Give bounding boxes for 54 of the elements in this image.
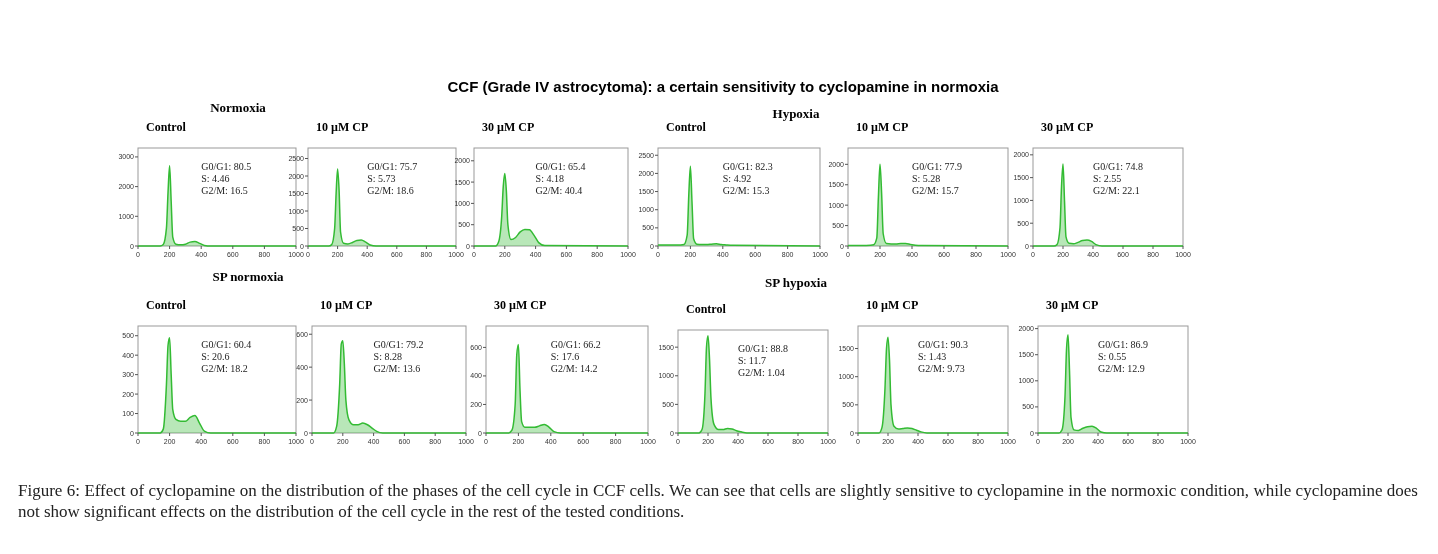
annotation: S: 0.55 [1098, 351, 1127, 362]
chart-title: 10 µM CP [320, 298, 373, 312]
annotation: G2/M: 16.5 [201, 185, 248, 196]
text: Hypoxia [772, 106, 820, 121]
annotation: S: 4.18 [535, 173, 564, 184]
annotation: G2/M: 1.04 [738, 367, 785, 378]
chart-title: Control [146, 120, 187, 134]
chart-title: 30 µM CP [1041, 120, 1094, 134]
annotation: G2/M: 15.3 [722, 185, 770, 196]
text: SP normoxia [212, 269, 285, 284]
annotation: G0/G1: 90.3 [918, 339, 968, 350]
annotation: G2/M: 18.2 [201, 363, 248, 374]
annotation: S: 5.28 [912, 173, 941, 184]
annotation: G2/M: 40.4 [535, 185, 583, 196]
chart-title: 30 µM CP [494, 298, 547, 312]
annotation: G2/M: 22.1 [1093, 185, 1140, 196]
chart-title: 10 µM CP [856, 120, 909, 134]
text: SP hypoxia [765, 275, 828, 290]
annotation: G0/G1: 82.3 [722, 161, 773, 172]
text: Normoxia [210, 100, 267, 115]
annotation: G2/M: 9.73 [918, 363, 965, 374]
annotation: S: 17.6 [550, 351, 580, 362]
chart-title: 10 µM CP [866, 298, 919, 312]
annotation: S: 20.6 [201, 351, 230, 362]
annotation: S: 2.55 [1093, 173, 1122, 184]
caption: Figure 6: Effect of cyclopamine on the distribution of the phases of the cell cycle in CCF cells. We can see that cells are slightly sensitive to cyclopamine in the normoxic condition, while cyclopamine does not show significant effects on the distribution of the cell cycle in the rest of the tested conditions. [18, 480, 1418, 522]
chart-title: 30 µM CP [482, 120, 535, 134]
annotation: G2/M: 15.7 [912, 185, 959, 196]
annotation: G0/G1: 79.2 [373, 339, 424, 350]
annotation: S: 4.46 [201, 173, 230, 184]
annotation: S: 8.28 [373, 351, 402, 362]
annotation: G2/M: 13.6 [373, 363, 421, 374]
annotation: G2/M: 14.2 [550, 363, 598, 374]
chart-title: Control [146, 298, 187, 312]
annotation: G0/G1: 65.4 [535, 161, 586, 172]
annotation: G2/M: 18.6 [367, 185, 414, 196]
annotation: G0/G1: 80.5 [201, 161, 252, 172]
annotation: S: 5.73 [367, 173, 396, 184]
annotation: S: 4.92 [722, 173, 752, 184]
annotation: S: 11.7 [738, 355, 766, 366]
annotation: G0/G1: 75.7 [367, 161, 418, 172]
text: CCF (Grade IV astrocytoma): a certain sensitivity to cyclopamine in normoxia [447, 78, 1000, 95]
annotation: G0/G1: 60.4 [201, 339, 252, 350]
chart-title: 10 µM CP [316, 120, 369, 134]
annotation: G0/G1: 77.9 [912, 161, 962, 172]
annotation: S: 1.43 [918, 351, 947, 362]
annotation: G0/G1: 86.9 [1098, 339, 1148, 350]
annotation: G2/M: 12.9 [1098, 363, 1145, 374]
annotation: G0/G1: 66.2 [550, 339, 601, 350]
annotation: G0/G1: 74.8 [1093, 161, 1143, 172]
annotation: G0/G1: 88.8 [738, 343, 788, 354]
chart-title: Control [686, 302, 727, 316]
chart-title: 30 µM CP [1046, 298, 1099, 312]
chart-title: Control [666, 120, 707, 134]
